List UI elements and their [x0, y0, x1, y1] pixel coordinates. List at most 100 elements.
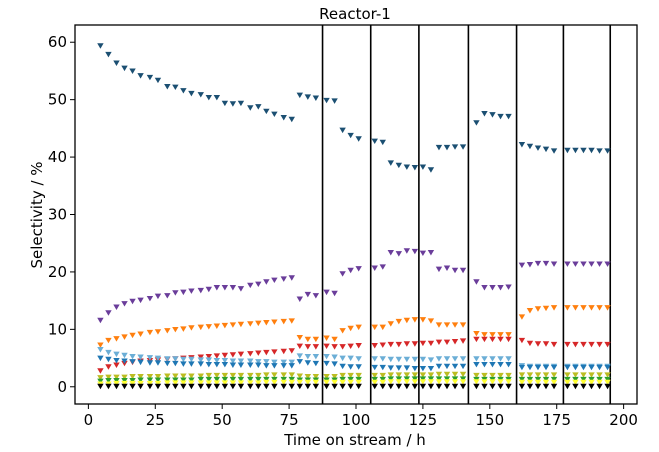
data-point	[403, 365, 411, 371]
data-point	[237, 286, 245, 292]
data-point	[379, 379, 386, 386]
data-point	[146, 377, 154, 383]
data-point	[451, 383, 459, 390]
data-point	[572, 341, 579, 348]
data-point	[481, 285, 488, 291]
data-point	[188, 90, 195, 97]
data-point	[323, 289, 330, 296]
data-point	[518, 337, 526, 344]
data-point	[518, 372, 526, 378]
data-point	[237, 351, 245, 358]
plot-frame	[74, 24, 638, 405]
data-point	[146, 355, 154, 361]
data-point	[180, 373, 187, 379]
data-point	[411, 248, 419, 255]
data-point	[247, 321, 254, 327]
data-point	[411, 376, 419, 382]
data-point	[339, 344, 346, 350]
data-point	[604, 341, 611, 348]
data-point	[197, 376, 204, 383]
data-point	[197, 361, 204, 367]
data-point	[129, 298, 136, 305]
data-point	[371, 324, 378, 331]
data-point	[395, 365, 403, 371]
data-point	[588, 376, 595, 383]
data-point	[572, 147, 579, 154]
data-point	[247, 351, 254, 357]
data-point	[505, 379, 512, 385]
data-point	[105, 349, 112, 356]
data-point	[197, 383, 204, 390]
data-point	[518, 379, 526, 386]
y-tick-label: 0	[57, 378, 67, 396]
data-point	[542, 364, 550, 371]
data-point	[534, 376, 542, 383]
data-point	[247, 372, 254, 379]
x-tick-label: 75	[280, 411, 299, 429]
data-point	[188, 356, 195, 363]
data-point	[588, 305, 595, 311]
data-point	[604, 261, 611, 267]
data-point	[427, 383, 435, 390]
data-point	[596, 383, 603, 390]
data-point	[97, 342, 104, 348]
data-point	[255, 281, 262, 288]
data-point	[105, 364, 112, 370]
data-point	[580, 261, 587, 267]
data-point	[172, 356, 179, 362]
data-point	[97, 355, 104, 362]
data-point	[371, 356, 378, 362]
data-point	[323, 335, 330, 342]
data-point	[580, 376, 587, 383]
y-axis-label: Selectivity / %	[28, 161, 46, 268]
data-point	[347, 372, 354, 379]
y-tick-label: 50	[48, 91, 67, 109]
data-point	[387, 372, 394, 378]
data-point	[451, 356, 459, 362]
data-point	[221, 357, 229, 364]
data-point	[288, 116, 295, 123]
data-point	[339, 328, 346, 334]
data-point	[288, 379, 295, 386]
y-tick-label: 30	[48, 206, 67, 224]
data-point	[172, 383, 179, 390]
series-5	[97, 355, 611, 372]
data-point	[542, 379, 550, 386]
data-point	[347, 364, 354, 370]
data-point	[137, 380, 144, 387]
data-point	[411, 356, 419, 363]
data-point	[459, 356, 467, 362]
data-point	[403, 376, 411, 382]
data-point	[379, 383, 386, 390]
data-point	[172, 84, 179, 91]
data-point	[473, 361, 480, 368]
data-point	[604, 148, 611, 154]
data-point	[221, 100, 229, 107]
data-point	[379, 342, 386, 348]
data-point	[534, 383, 542, 390]
data-point	[180, 88, 187, 94]
data-point	[296, 379, 303, 386]
data-point	[113, 60, 120, 66]
data-point	[395, 318, 403, 325]
data-point	[473, 336, 480, 343]
data-point	[271, 379, 278, 386]
data-point	[164, 328, 171, 334]
data-point	[339, 372, 346, 379]
data-point	[263, 376, 270, 383]
data-point	[550, 379, 558, 386]
data-point	[550, 148, 558, 154]
data-point	[312, 379, 320, 386]
data-point	[596, 148, 603, 154]
data-point	[312, 383, 320, 390]
data-point	[205, 372, 213, 379]
data-point	[588, 147, 595, 154]
data-point	[105, 310, 112, 316]
data-point	[146, 360, 154, 366]
data-point	[395, 372, 403, 378]
data-point	[459, 376, 467, 382]
data-point	[312, 293, 320, 299]
data-point	[247, 282, 254, 289]
data-point	[550, 383, 558, 390]
data-point	[395, 356, 403, 363]
